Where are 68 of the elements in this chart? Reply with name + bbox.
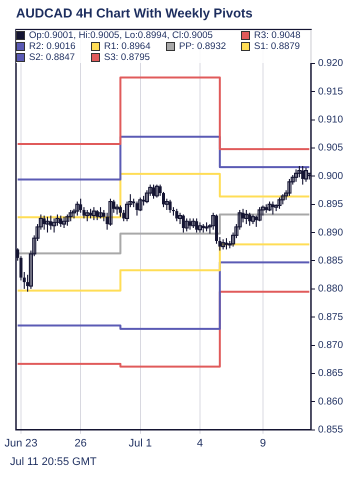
candlestick xyxy=(280,194,285,205)
candlestick xyxy=(85,209,90,222)
candlestick xyxy=(168,199,172,214)
candlestick xyxy=(59,215,62,228)
candlestick xyxy=(108,198,113,226)
candlestick xyxy=(277,197,282,210)
y-tick-label: 0.860 xyxy=(318,396,344,408)
candlestick xyxy=(191,218,196,229)
candlestick xyxy=(96,209,99,221)
candlestick xyxy=(154,184,159,198)
y-tick-label: 0.915 xyxy=(318,86,344,98)
legend-label: R2: 0.9016 xyxy=(29,41,76,52)
x-tick-label: 9 xyxy=(260,437,266,450)
y-tick-label: 0.875 xyxy=(318,312,344,323)
chart-title: AUDCAD 4H Chart With Weekly Pivots xyxy=(16,5,253,20)
candlestick xyxy=(42,215,46,230)
legend-label: S1: 0.8879 xyxy=(254,41,300,52)
candlestick xyxy=(45,216,50,234)
candlestick xyxy=(68,209,73,222)
legend-label: Op:0.9001, Hi:0.9005, Lo:0.8994, Cl:0.9005 xyxy=(29,30,213,41)
candlestick xyxy=(198,222,202,234)
y-tick-label: 0.895 xyxy=(318,199,344,210)
candlestick xyxy=(287,178,292,196)
y-tick-label: 0.920 xyxy=(318,58,344,70)
candlestick xyxy=(182,214,185,234)
legend-label: S2: 0.8847 xyxy=(29,52,75,63)
y-tick-label: 0.890 xyxy=(318,227,344,238)
x-tick-label: Jul 1 xyxy=(128,437,152,450)
candlestick xyxy=(250,214,256,225)
y-tick-label: 0.865 xyxy=(318,368,344,380)
legend-label: S3: 0.8795 xyxy=(104,52,150,63)
candlestick xyxy=(304,167,308,182)
y-tick-label: 0.900 xyxy=(318,170,344,182)
candlestick xyxy=(224,238,228,250)
candlestick xyxy=(175,208,178,222)
candlestick xyxy=(92,206,96,221)
text: Jul 11 20:55 GMT xyxy=(10,456,97,468)
candlestick xyxy=(62,216,66,229)
candlestick xyxy=(115,204,120,216)
candlestick xyxy=(152,184,156,200)
candlestick xyxy=(188,218,192,230)
candlestick xyxy=(65,214,70,226)
candlestick xyxy=(75,200,80,216)
legend-label: R1: 0.8964 xyxy=(104,41,150,52)
y-tick-label: 0.855 xyxy=(318,424,344,436)
candlestick xyxy=(118,204,122,218)
candlestick xyxy=(195,218,198,234)
candlestick xyxy=(221,238,226,250)
x-tick-label: 4 xyxy=(196,437,204,450)
candlestick xyxy=(98,206,103,219)
candlestick xyxy=(184,218,189,232)
y-tick-label: 0.905 xyxy=(318,142,344,154)
candlestick xyxy=(138,197,142,212)
y-tick-label: 0.880 xyxy=(318,284,344,295)
x-tick-label: Jun 23 xyxy=(4,437,38,450)
y-tick-label: 0.870 xyxy=(318,340,344,351)
candlestick xyxy=(294,168,298,182)
candlestick xyxy=(267,200,272,212)
legend-label: R3: 0.9048 xyxy=(254,30,300,41)
x-tick-label: 26 xyxy=(74,437,87,450)
candlestick xyxy=(244,209,248,225)
candlestick xyxy=(49,215,52,230)
legend-label: PP: 0.8932 xyxy=(179,41,226,52)
candlestick xyxy=(301,165,304,186)
candlestick xyxy=(248,212,252,226)
candlestick xyxy=(52,218,56,234)
y-tick-label: 0.885 xyxy=(318,255,344,266)
y-tick-label: 0.910 xyxy=(318,114,344,126)
